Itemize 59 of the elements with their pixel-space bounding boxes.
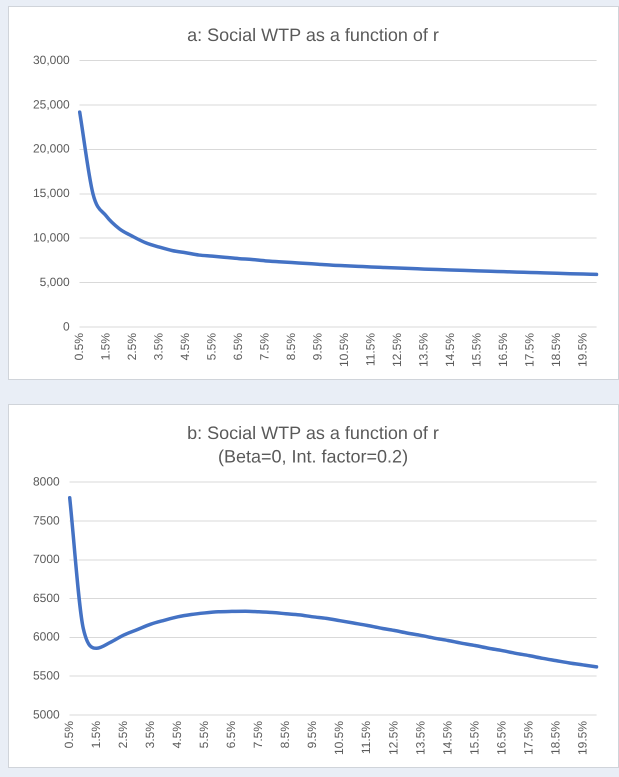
x-tick-label: 3.5%	[143, 720, 158, 748]
y-tick-label: 5000	[32, 707, 60, 722]
chart-subtitle: (Beta=0, Int. factor=0.2)	[218, 446, 408, 466]
x-tick-label: 2.5%	[116, 720, 130, 748]
x-tick-label: 17.5%	[522, 332, 537, 368]
x-tick-label: 12.5%	[390, 332, 404, 368]
x-tick-label: 10.5%	[332, 720, 346, 756]
x-tick-label: 2.5%	[125, 332, 140, 360]
y-tick-label: 25,000	[33, 97, 70, 112]
x-tick-label: 9.5%	[310, 332, 325, 360]
x-tick-label: 5.5%	[197, 720, 212, 748]
x-tick-label: 7.5%	[251, 720, 266, 748]
x-tick-label: 13.5%	[416, 332, 431, 368]
x-tick-label: 11.5%	[364, 332, 378, 366]
x-tick-label: 8.5%	[278, 720, 292, 748]
line-series	[68, 496, 598, 669]
y-tick-label: 20,000	[33, 142, 70, 156]
x-tick-label: 16.5%	[496, 332, 510, 368]
x-tick-label: 4.5%	[170, 720, 184, 748]
y-tick-label: 0	[63, 319, 70, 334]
x-tick-label: 6.5%	[224, 720, 238, 748]
y-tick-label: 5500	[32, 668, 60, 682]
x-tick-label: 18.5%	[549, 332, 564, 368]
x-tick-label: 0.5%	[62, 720, 76, 748]
y-tick-label: 15,000	[33, 186, 70, 200]
x-tick-label: 7.5%	[258, 332, 272, 360]
x-tick-label: 6.5%	[231, 332, 246, 360]
x-tick-label: 12.5%	[386, 720, 400, 756]
x-tick-label: 1.5%	[98, 332, 113, 360]
chart-title: b: Social WTP as a function of r	[187, 422, 439, 443]
x-tick-label: 0.5%	[72, 332, 86, 360]
x-tick-label: 3.5%	[152, 332, 166, 360]
x-tick-label: 10.5%	[337, 332, 352, 368]
x-tick-label: 4.5%	[178, 332, 192, 360]
y-tick-label: 7500	[32, 513, 60, 528]
x-tick-label: 9.5%	[305, 720, 320, 748]
y-tick-label: 7000	[32, 552, 60, 566]
x-tick-label: 14.5%	[440, 720, 454, 756]
chart-title: a: Social WTP as a function of r	[187, 24, 439, 45]
x-tick-label: 5.5%	[204, 332, 219, 360]
y-tick-label: 10,000	[33, 230, 70, 244]
x-tick-label: 16.5%	[494, 720, 508, 756]
x-tick-label: 1.5%	[89, 720, 104, 748]
x-tick-label: 11.5%	[359, 720, 374, 754]
x-tick-label: 19.5%	[576, 332, 590, 368]
line-series	[78, 110, 598, 276]
x-tick-label: 19.5%	[575, 720, 590, 756]
x-tick-label: 15.5%	[467, 720, 482, 756]
x-tick-label: 14.5%	[443, 332, 458, 368]
y-tick-label: 5,000	[40, 274, 70, 289]
y-tick-label: 8000	[32, 474, 60, 489]
x-tick-label: 13.5%	[413, 720, 428, 756]
x-tick-label: 18.5%	[548, 720, 562, 756]
x-tick-label: 17.5%	[521, 720, 536, 756]
x-tick-label: 15.5%	[470, 332, 484, 368]
y-tick-label: 6000	[32, 630, 60, 644]
y-tick-label: 6500	[32, 590, 60, 605]
x-tick-label: 8.5%	[284, 332, 298, 360]
y-tick-label: 30,000	[33, 52, 70, 67]
